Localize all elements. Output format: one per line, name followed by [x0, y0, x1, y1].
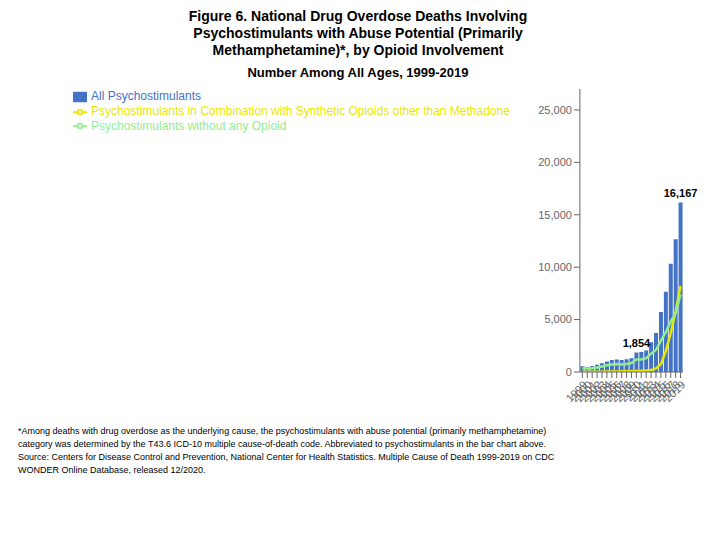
- html-text:Psychostimulants with Abuse Po: Psychostimulants with Abuse Potential (P…: [193, 25, 523, 41]
- html-text:*Among deaths with drug overdo: *Among deaths with drug overdose as the …: [18, 426, 555, 475]
- html-text:Number Among All Ages, 1999-20: Number Among All Ages, 1999-2019: [247, 65, 469, 80]
- html-text:Methamphetamine)*, by Opioid I: Methamphetamine)*, by Opioid Involvement: [212, 42, 504, 58]
- svg-text:10,000: 10,000: [538, 261, 572, 273]
- svg-text:25,000: 25,000: [538, 104, 572, 116]
- svg-text:15,000: 15,000: [538, 209, 572, 221]
- html-text:Psychostimulants in Combinatio: Psychostimulants in Combination with Syn…: [91, 103, 510, 118]
- svg-text:0: 0: [566, 366, 572, 378]
- html-text:Psychostimulants without any O: Psychostimulants without any Opioid: [91, 118, 287, 133]
- svg-text:1,854: 1,854: [623, 337, 651, 349]
- svg-text:2019: 2019: [662, 378, 688, 404]
- svg-text:5,000: 5,000: [544, 313, 572, 325]
- svg-text:20,000: 20,000: [538, 156, 572, 168]
- svg-text:16,167: 16,167: [664, 187, 698, 199]
- html-text:All Psychostimulants: All Psychostimulants: [91, 89, 201, 103]
- html-text:Figure 6. National Drug Overdo: Figure 6. National Drug Overdose Deaths …: [188, 8, 528, 24]
